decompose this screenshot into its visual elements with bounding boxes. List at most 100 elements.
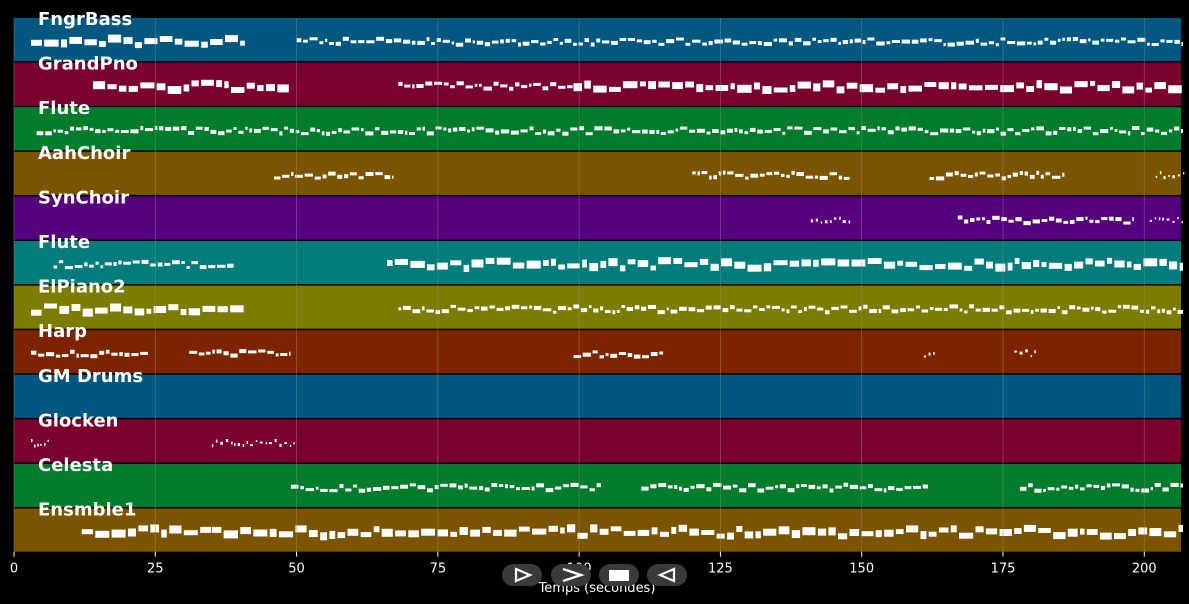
note	[38, 353, 45, 357]
note	[883, 261, 896, 269]
fast-forward-button[interactable]	[551, 564, 591, 586]
note	[140, 351, 148, 355]
note	[688, 307, 696, 312]
note	[709, 175, 712, 180]
note	[301, 132, 309, 136]
note	[471, 259, 484, 268]
note	[458, 485, 463, 490]
note	[262, 126, 269, 130]
note	[242, 444, 245, 447]
note	[80, 354, 89, 358]
note	[610, 353, 618, 358]
note	[713, 175, 717, 180]
note	[248, 350, 257, 354]
note	[1067, 528, 1078, 537]
note	[1045, 131, 1052, 136]
note	[774, 171, 780, 175]
note	[467, 129, 470, 133]
note	[639, 81, 646, 87]
note	[1053, 130, 1058, 135]
note	[253, 529, 268, 537]
play-button[interactable]	[502, 564, 542, 586]
note	[249, 128, 253, 133]
note	[920, 531, 927, 540]
playback-controls	[502, 564, 688, 586]
note	[675, 128, 679, 132]
rewind-outline-icon	[657, 567, 676, 583]
note	[443, 127, 447, 131]
note	[913, 485, 921, 489]
note	[289, 351, 291, 356]
note	[47, 439, 49, 442]
stop-button[interactable]	[599, 564, 639, 586]
note	[906, 525, 919, 533]
note	[329, 42, 334, 45]
note	[82, 308, 93, 317]
note	[708, 41, 713, 45]
note	[61, 39, 67, 48]
note	[749, 41, 757, 45]
note	[825, 310, 830, 315]
note	[849, 309, 857, 313]
note	[679, 306, 687, 311]
note	[398, 81, 403, 86]
note	[83, 126, 88, 131]
note	[1179, 262, 1183, 271]
note	[425, 81, 433, 86]
note	[671, 526, 677, 534]
note	[590, 42, 595, 47]
note	[951, 82, 957, 90]
note	[1074, 261, 1084, 269]
note	[718, 171, 722, 176]
note	[495, 130, 500, 135]
note	[808, 305, 816, 309]
note	[829, 488, 834, 493]
chevron-right-icon	[562, 567, 585, 583]
note	[766, 172, 773, 176]
note	[250, 444, 253, 447]
note	[590, 524, 598, 533]
note	[1095, 220, 1100, 224]
note	[31, 309, 42, 316]
note	[216, 80, 222, 88]
note	[1037, 40, 1043, 45]
note	[763, 528, 777, 536]
note	[515, 82, 520, 87]
note	[706, 131, 711, 135]
note	[404, 130, 408, 135]
note	[884, 529, 894, 537]
note	[470, 529, 480, 537]
note	[759, 308, 765, 311]
track-notes-7	[31, 303, 1183, 317]
note	[789, 260, 800, 267]
note	[727, 532, 734, 540]
note	[922, 484, 928, 489]
track-notes-5	[810, 215, 1183, 226]
note	[929, 307, 934, 311]
note	[822, 80, 835, 88]
note	[900, 86, 907, 94]
note	[805, 175, 814, 179]
note	[1149, 219, 1152, 222]
note	[547, 40, 552, 44]
note	[270, 128, 278, 132]
note	[969, 304, 974, 309]
note	[896, 487, 903, 491]
note	[230, 305, 244, 313]
note	[531, 486, 535, 491]
note	[555, 486, 562, 490]
rewind-button[interactable]	[647, 564, 687, 586]
note	[1126, 261, 1132, 268]
note	[838, 175, 843, 180]
note	[995, 263, 1006, 272]
note	[968, 85, 983, 91]
note	[259, 441, 263, 444]
note	[353, 484, 357, 488]
note	[1021, 262, 1031, 270]
note	[935, 264, 946, 269]
note	[812, 37, 816, 41]
note	[343, 130, 350, 134]
track-label-1: FngrBass	[38, 9, 132, 30]
note	[120, 130, 129, 133]
note	[1076, 217, 1084, 222]
